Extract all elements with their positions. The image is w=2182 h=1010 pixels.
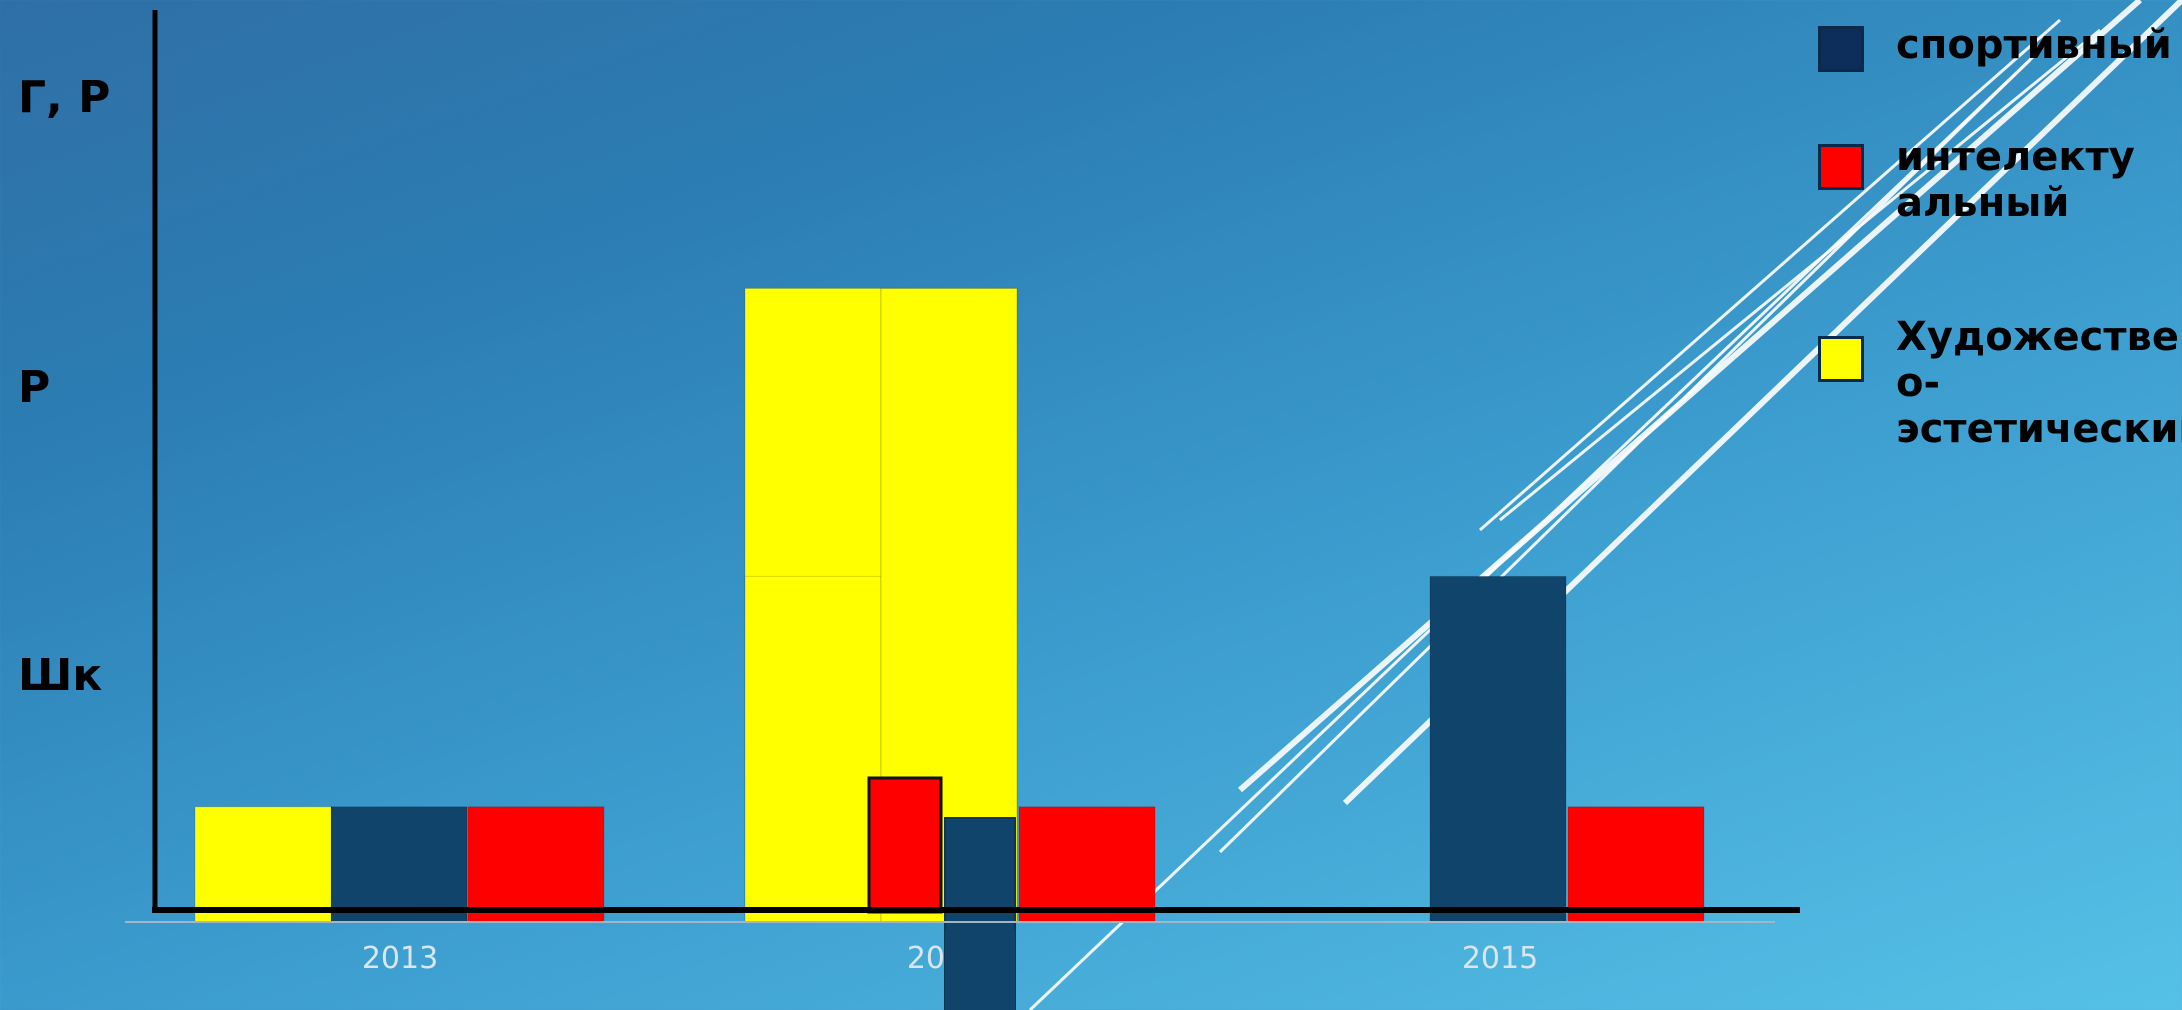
legend-label-artistic: Художественн о- эстетический: [1896, 314, 2182, 452]
bar-спортивный-2013: [330, 806, 468, 923]
legend-label-sport: спортивный: [1896, 22, 2172, 68]
legend-label-intellectual: интелекту альный: [1896, 134, 2135, 226]
bar-интелектуальный-2014: [1018, 806, 1156, 923]
legend-swatch-intellectual: [1818, 144, 1864, 190]
bar-интелектуальный-2013: [467, 806, 605, 923]
bar-спортивный-2015: [1429, 575, 1567, 923]
deco-line-0: [1238, 0, 2142, 793]
legend-swatch-sport: [1818, 26, 1864, 72]
overlay-bar-yellow-2014: [744, 575, 882, 923]
y-tick-label-3: Г, Р: [18, 72, 111, 123]
deco-line-1: [1218, 48, 2042, 854]
deco-line-5: [1499, 28, 2101, 522]
x-tick-label-2013: 2013: [362, 941, 438, 976]
y-tick-label-2: Р: [18, 362, 51, 413]
bar-Художественно-эстетический-2013: [194, 806, 332, 923]
legend-swatch-artistic: [1818, 336, 1864, 382]
x-tick-labels: 201320142015: [362, 930, 1538, 1010]
y-tick-label-1: Шк: [18, 650, 103, 701]
bars-layer: [194, 287, 1705, 1010]
bar-интелектуальный-2015: [1567, 806, 1705, 923]
deco-line-3: [1028, 58, 2032, 1010]
x-tick-label-2015: 2015: [1462, 941, 1538, 976]
overlay-bar-red-2014: [867, 776, 943, 914]
deco-line-4: [1479, 18, 2061, 532]
overlay-bar-sport-2014-cover: [945, 930, 1015, 1010]
axes-layer: [125, 10, 1800, 923]
